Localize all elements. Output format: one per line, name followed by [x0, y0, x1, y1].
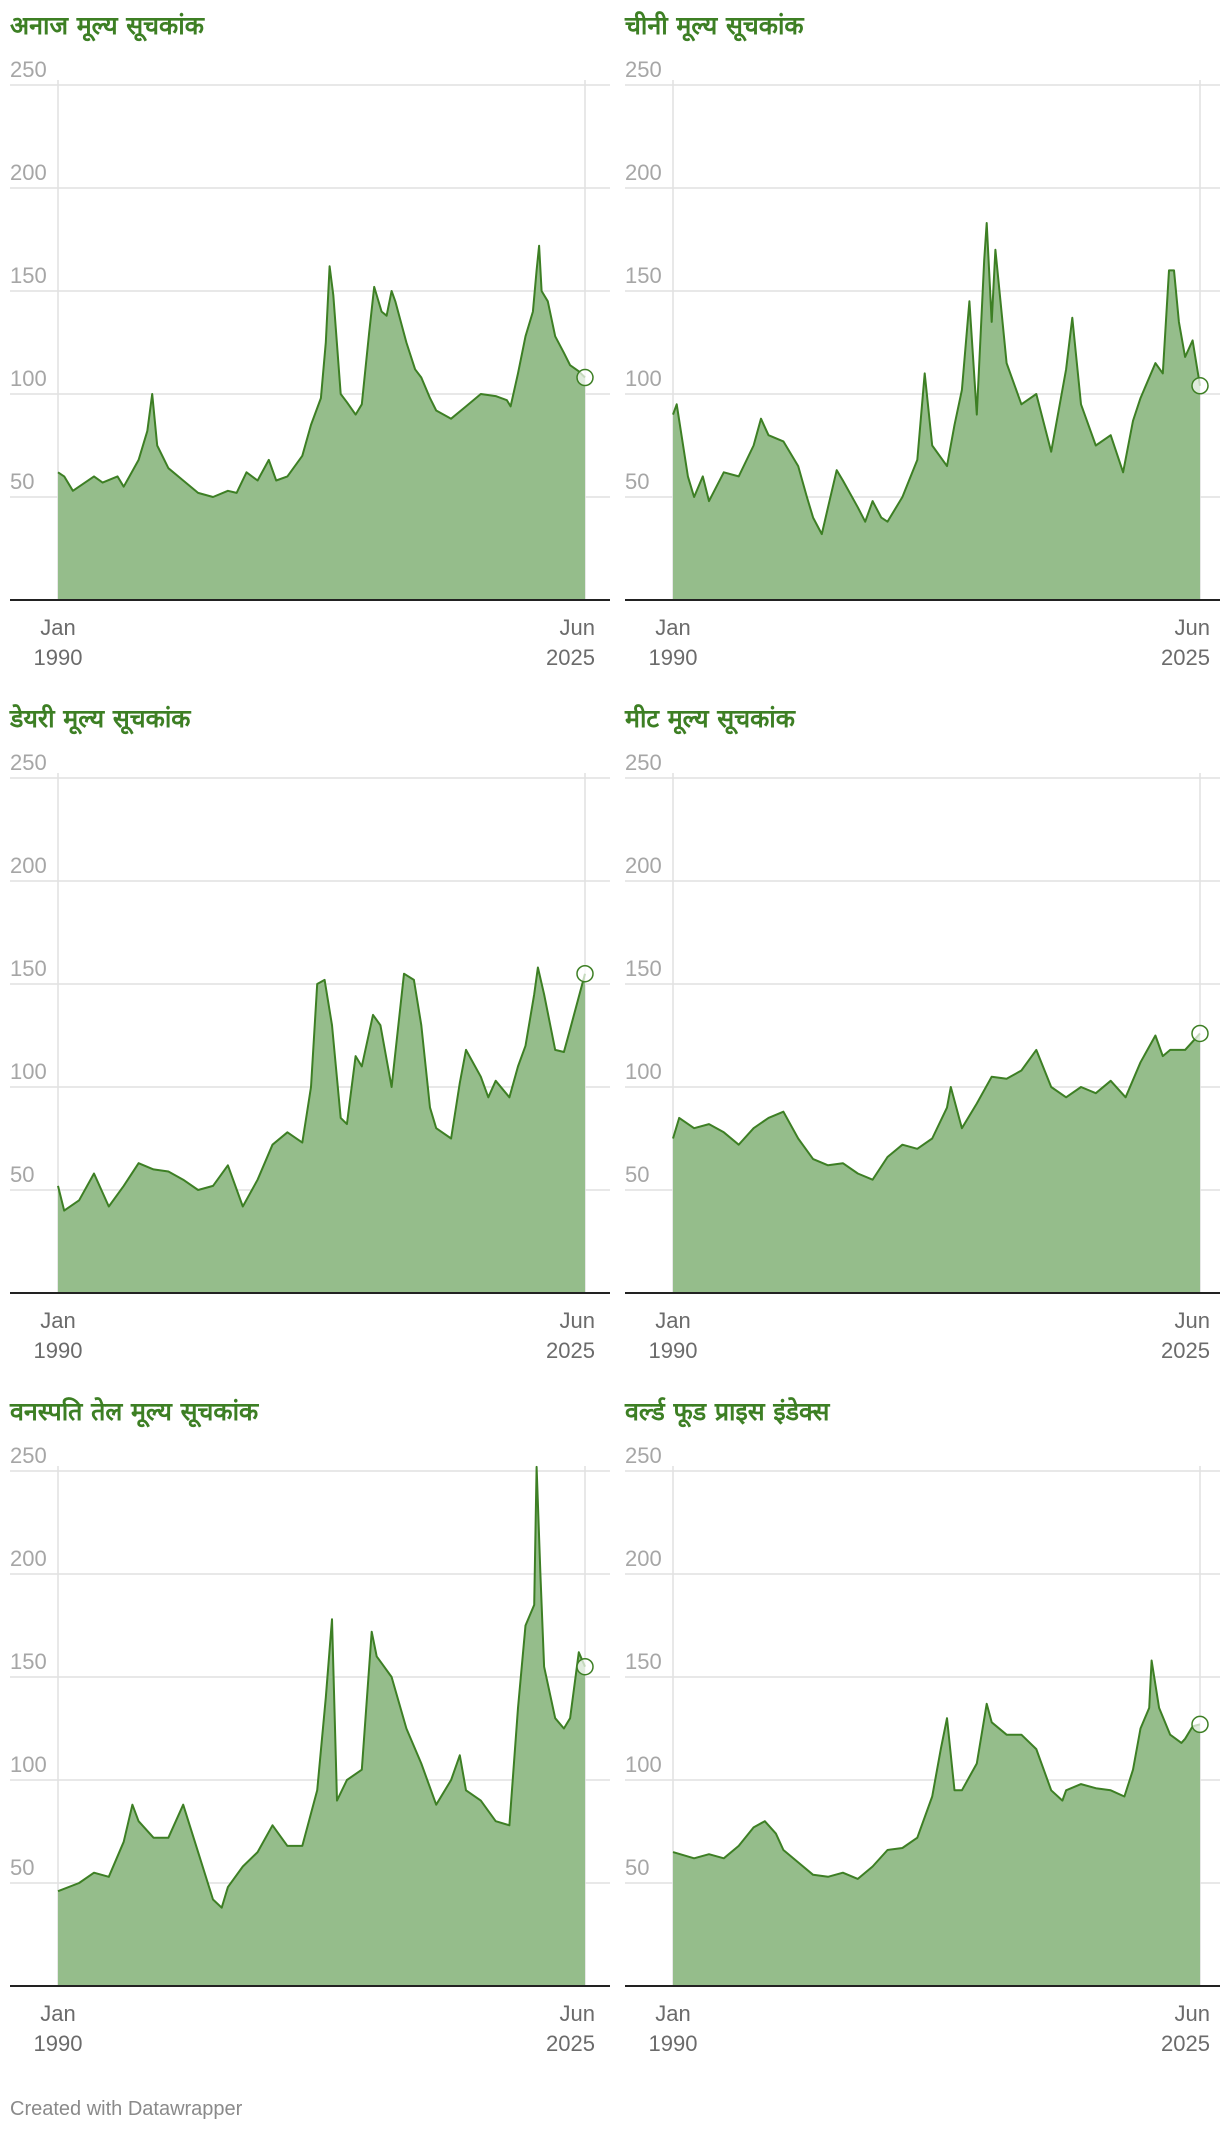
y-tick-label: 100 [10, 1752, 47, 1777]
x-tick-label-month: Jun [560, 2001, 595, 2026]
y-tick-label: 100 [625, 1059, 662, 1084]
y-tick-label: 150 [10, 1649, 47, 1674]
series-line [672, 1659, 1201, 1880]
x-tick-label-year: 2025 [546, 645, 595, 670]
y-tick-label: 200 [10, 160, 47, 185]
x-tick-label-year: 1990 [34, 645, 83, 670]
x-tick-label-month: Jan [655, 2001, 690, 2026]
y-tick-label: 150 [10, 263, 47, 288]
y-tick-label: 150 [625, 1649, 662, 1674]
y-tick-label: 200 [10, 1546, 47, 1571]
area-fill [58, 967, 585, 1293]
y-tick-label: 250 [10, 750, 47, 775]
endpoint-marker [576, 964, 594, 983]
x-tick-label-year: 2025 [1161, 645, 1210, 670]
series-line [57, 244, 586, 498]
series-line [672, 1032, 1201, 1181]
chart-panel-vegetable-oil: वनस्पति तेल मूल्य सूचकांक 50 100 150 200 250… [10, 1386, 610, 2076]
x-tick-label-month: Jun [1175, 1308, 1210, 1333]
chart-title: चीनी मूल्य सूचकांक [625, 11, 804, 40]
series-line [672, 222, 1201, 536]
y-tick-label: 250 [625, 57, 662, 82]
y-tick-label: 150 [625, 263, 662, 288]
endpoint-marker [1191, 1715, 1209, 1734]
x-tick-label-year: 1990 [34, 1338, 83, 1363]
y-tick-label: 50 [10, 1162, 34, 1187]
chart-panel-dairy: डेयरी मूल्य सूचकांक 50 100 150 200 250 Jan 199… [10, 693, 610, 1383]
series-line [57, 966, 586, 1212]
area-fill [58, 1466, 585, 1986]
chart-title: वर्ल्ड फूड प्राइस इंडेक्स [625, 1397, 830, 1426]
x-tick-label-month: Jan [40, 1308, 75, 1333]
chart-svg: 50 100 150 200 250 Jan 1990 Jun 2025 [625, 1443, 1220, 2056]
x-tick-label-month: Jan [40, 615, 75, 640]
y-tick-label: 250 [10, 1443, 47, 1468]
y-tick-label: 50 [625, 469, 649, 494]
y-tick-label: 150 [10, 956, 47, 981]
y-tick-label: 150 [625, 956, 662, 981]
endpoint-marker [576, 1657, 594, 1676]
y-tick-label: 200 [625, 1546, 662, 1571]
y-tick-label: 200 [625, 853, 662, 878]
chart-panel-meat: मीट मूल्य सूचकांक 50 100 150 200 250 Jan 1990 J… [625, 693, 1220, 1383]
endpoint-marker [1191, 377, 1209, 395]
y-tick-label: 50 [625, 1162, 649, 1187]
chart-svg: 50 100 150 200 250 Jan 1990 Jun 2025 [10, 1443, 610, 2056]
area-fill [673, 223, 1200, 600]
y-tick-label: 200 [625, 160, 662, 185]
x-tick-label-year: 2025 [546, 1338, 595, 1363]
x-tick-label-year: 1990 [649, 1338, 698, 1363]
endpoint-marker [1191, 1024, 1209, 1043]
chart-svg: 50 100 150 200 250 Jan 1990 Jun 2025 [10, 750, 610, 1363]
x-tick-label-year: 1990 [649, 645, 698, 670]
y-tick-label: 100 [625, 366, 662, 391]
x-tick-label-month: Jun [560, 1308, 595, 1333]
x-tick-label-month: Jun [560, 615, 595, 640]
x-tick-label-month: Jan [655, 1308, 690, 1333]
chart-title: मीट मूल्य सूचकांक [625, 704, 795, 733]
chart-svg: 50 100 150 200 250 Jan 1990 Jun 2025 [625, 57, 1220, 670]
chart-svg: 50 100 150 200 250 Jan 1990 Jun 2025 [10, 57, 610, 670]
chart-title: वनस्पति तेल मूल्य सूचकांक [10, 1397, 259, 1426]
y-tick-label: 100 [625, 1752, 662, 1777]
chart-title: डेयरी मूल्य सूचकांक [10, 704, 191, 733]
x-tick-label-year: 2025 [1161, 1338, 1210, 1363]
area-fill [673, 1660, 1200, 1986]
y-tick-label: 50 [10, 1855, 34, 1880]
y-tick-label: 50 [10, 469, 34, 494]
chart-panel-cereal: अनाज मूल्य सूचकांक 50 100 150 200 250 Jan 1990… [10, 0, 610, 690]
x-tick-label-month: Jan [40, 2001, 75, 2026]
x-tick-label-month: Jun [1175, 2001, 1210, 2026]
x-tick-label-year: 2025 [1161, 2031, 1210, 2056]
y-tick-label: 100 [10, 1059, 47, 1084]
endpoint-marker [576, 368, 594, 387]
chart-panel-world-food-price-index: वर्ल्ड फूड प्राइस इंडेक्स 50 100 150 200 250… [625, 1386, 1220, 2076]
footer-credit: Created with Datawrapper [10, 2098, 243, 2120]
area-fill [673, 1033, 1200, 1293]
y-tick-label: 250 [625, 750, 662, 775]
series-line [57, 1465, 586, 1909]
chart-svg: 50 100 150 200 250 Jan 1990 Jun 2025 [625, 750, 1220, 1363]
x-tick-label-year: 1990 [649, 2031, 698, 2056]
chart-panel-sugar: चीनी मूल्य सूचकांक 50 100 150 200 250 Jan 1990… [625, 0, 1220, 690]
y-tick-label: 100 [10, 366, 47, 391]
y-tick-label: 50 [625, 1855, 649, 1880]
x-tick-label-month: Jun [1175, 615, 1210, 640]
y-tick-label: 250 [10, 57, 47, 82]
x-tick-label-year: 1990 [34, 2031, 83, 2056]
chart-title: अनाज मूल्य सूचकांक [10, 11, 204, 40]
area-fill [58, 245, 585, 600]
x-tick-label-year: 2025 [546, 2031, 595, 2056]
y-tick-label: 250 [625, 1443, 662, 1468]
y-tick-label: 200 [10, 853, 47, 878]
x-tick-label-month: Jan [655, 615, 690, 640]
